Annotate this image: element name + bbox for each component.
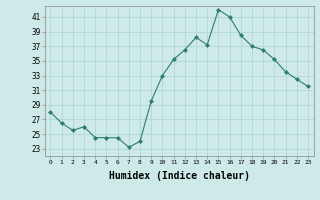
X-axis label: Humidex (Indice chaleur): Humidex (Indice chaleur) — [109, 171, 250, 181]
